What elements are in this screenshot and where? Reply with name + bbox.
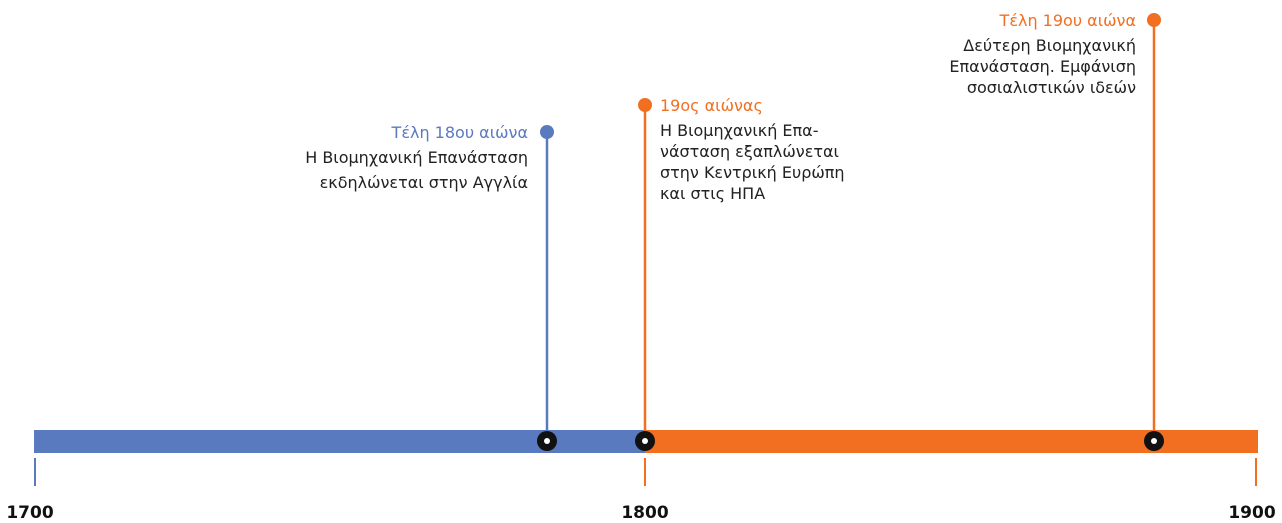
event-text: Η Βιομηχανική Επα- bbox=[660, 121, 818, 140]
stem-dot bbox=[1147, 13, 1161, 27]
year-label: 1900 bbox=[1228, 503, 1275, 523]
event-text: σοσιαλιστικών ιδεών bbox=[967, 78, 1136, 97]
event-text: Δεύτερη Βιομηχανική bbox=[963, 36, 1136, 55]
bar-marker-center bbox=[1151, 438, 1157, 444]
event-title: Τέλη 19ου αιώνα bbox=[999, 11, 1136, 30]
event-text: εκδηλώνεται στην Αγγλία bbox=[320, 173, 528, 192]
event-text: Επανάσταση. Εμφάνιση bbox=[949, 57, 1136, 76]
event-title: Τέλη 18ου αιώνα bbox=[391, 123, 528, 142]
event-text: νάσταση εξαπλώνεται bbox=[660, 142, 839, 161]
bar-19th bbox=[645, 430, 1258, 453]
year-label: 1800 bbox=[621, 503, 668, 523]
year-label: 1700 bbox=[6, 503, 53, 523]
stem-dot bbox=[638, 98, 652, 112]
stem-dot bbox=[540, 125, 554, 139]
event-text: Η Βιομηχανική Επανάσταση bbox=[305, 148, 528, 167]
bar-18th bbox=[34, 430, 645, 453]
event-text: και στις ΗΠΑ bbox=[660, 184, 765, 203]
event-title: 19ος αιώνας bbox=[660, 96, 763, 115]
bar-marker-center bbox=[544, 438, 550, 444]
events: Τέλη 18ου αιώνα Η Βιομηχανική Επανάσταση ε… bbox=[305, 11, 1164, 451]
bar-marker-center bbox=[642, 438, 648, 444]
event-text: στην Κεντρική Ευρώπη bbox=[660, 163, 845, 182]
